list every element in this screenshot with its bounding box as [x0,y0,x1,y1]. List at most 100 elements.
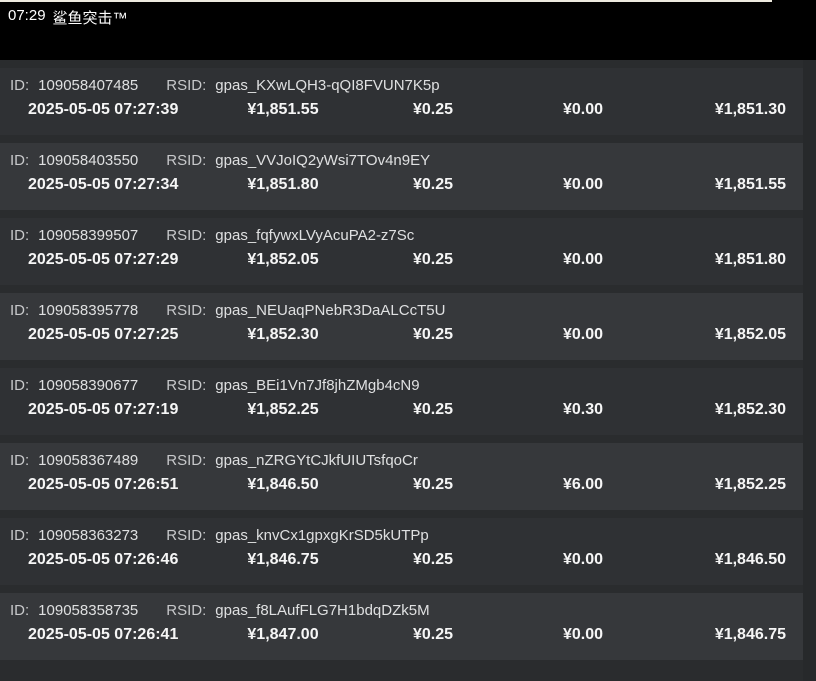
scrollbar-track[interactable] [803,60,816,681]
rsid-value: gpas_nZRGYtCJkfUIUTsfqoCr [215,452,418,469]
rsid-label: RSID: [166,227,207,244]
transaction-id: 109058363273 [38,527,139,544]
balance-value: ¥1,852.25 [714,476,786,493]
pre-balance-value: ¥1,852.05 [247,251,319,268]
balance-value: ¥1,846.50 [714,551,786,568]
transaction-row-line2: 2025-05-05 07:26:51 ¥1,846.50 ¥0.25 ¥6.0… [0,476,803,494]
id-label: ID: [10,452,30,469]
transaction-row-line1: ID: 109058390677 RSID: gpas_BEi1Vn7Jf8jh… [0,377,803,394]
transaction-row-line2: 2025-05-05 07:27:19 ¥1,852.25 ¥0.25 ¥0.3… [0,401,803,419]
balance-value: ¥1,851.55 [714,176,786,193]
transaction-id: 109058395778 [38,302,139,319]
win-amount: ¥0.00 [562,626,604,643]
transaction-row-line1: ID: 109058367489 RSID: gpas_nZRGYtCJkfUI… [0,452,803,469]
pre-balance-value: ¥1,847.00 [247,626,319,643]
rsid-value: gpas_KXwLQH3-qQI8FVUN7K5p [215,77,440,94]
header-title: 07:29 鲨鱼突击™ [8,7,128,28]
rsid-value: gpas_VVJoIQ2yWsi7TOv4n9EY [215,152,431,169]
transaction-row[interactable]: ID: 109058407485 RSID: gpas_KXwLQH3-qQI8… [0,68,803,135]
rsid-label: RSID: [166,302,207,319]
transaction-id: 109058399507 [38,227,139,244]
bet-amount: ¥0.25 [412,401,454,418]
transaction-row-line1: ID: 109058399507 RSID: gpas_fqfywxLVyAcu… [0,227,803,244]
transaction-id: 109058367489 [38,452,139,469]
transaction-datetime: 2025-05-05 07:26:46 [28,551,179,568]
transaction-row[interactable]: ID: 109058358735 RSID: gpas_f8LAufFLG7H1… [0,593,803,660]
rsid-value: gpas_knvCx1gpxgKrSD5kUTPp [215,527,429,544]
balance-value: ¥1,852.30 [714,401,786,418]
rsid-label: RSID: [166,602,207,619]
transaction-row-line1: ID: 109058403550 RSID: gpas_VVJoIQ2yWsi7… [0,152,803,169]
balance-value: ¥1,851.80 [714,251,786,268]
pre-balance-value: ¥1,852.25 [247,401,319,418]
rsid-value: gpas_BEi1Vn7Jf8jhZMgb4cN9 [215,377,420,394]
pre-balance-value: ¥1,852.30 [247,326,319,343]
win-amount: ¥0.30 [562,401,604,418]
rsid-value: gpas_f8LAufFLG7H1bdqDZk5M [215,602,430,619]
bet-amount: ¥0.25 [412,101,454,118]
transaction-row-line2: 2025-05-05 07:26:41 ¥1,847.00 ¥0.25 ¥0.0… [0,626,803,644]
header-time: 07:29 [8,7,46,24]
transaction-datetime: 2025-05-05 07:27:34 [28,176,179,193]
rsid-label: RSID: [166,152,207,169]
rsid-label: RSID: [166,377,207,394]
transaction-datetime: 2025-05-05 07:27:19 [28,401,179,418]
transaction-row-line1: ID: 109058358735 RSID: gpas_f8LAufFLG7H1… [0,602,803,619]
win-amount: ¥0.00 [562,551,604,568]
bet-amount: ¥0.25 [412,251,454,268]
transaction-row-line1: ID: 109058395778 RSID: gpas_NEUaqPNebR3D… [0,302,803,319]
rsid-value: gpas_NEUaqPNebR3DaALCcT5U [215,302,446,319]
bet-amount: ¥0.25 [412,626,454,643]
bet-amount: ¥0.25 [412,326,454,343]
rsid-label: RSID: [166,527,207,544]
transaction-datetime: 2025-05-05 07:26:51 [28,476,179,493]
win-amount: ¥0.00 [562,251,604,268]
top-divider [0,0,772,2]
id-label: ID: [10,152,30,169]
transaction-id: 109058358735 [38,602,139,619]
transaction-id: 109058403550 [38,152,139,169]
bet-amount: ¥0.25 [412,551,454,568]
bet-amount: ¥0.25 [412,176,454,193]
win-amount: ¥0.00 [562,176,604,193]
transaction-id: 109058407485 [38,77,139,94]
bet-amount: ¥0.25 [412,476,454,493]
transaction-row[interactable]: ID: 109058367489 RSID: gpas_nZRGYtCJkfUI… [0,443,803,510]
id-label: ID: [10,602,30,619]
transaction-row[interactable]: ID: 109058399507 RSID: gpas_fqfywxLVyAcu… [0,218,803,285]
balance-value: ¥1,852.05 [714,326,786,343]
pre-balance-value: ¥1,851.80 [247,176,319,193]
pre-balance-value: ¥1,851.55 [247,101,319,118]
transaction-row[interactable]: ID: 109058403550 RSID: gpas_VVJoIQ2yWsi7… [0,143,803,210]
header-bar: 07:29 鲨鱼突击™ [0,0,816,60]
transaction-row-line2: 2025-05-05 07:27:34 ¥1,851.80 ¥0.25 ¥0.0… [0,176,803,194]
transaction-datetime: 2025-05-05 07:27:29 [28,251,179,268]
transaction-row[interactable]: ID: 109058363273 RSID: gpas_knvCx1gpxgKr… [0,518,803,585]
transaction-list[interactable]: ID: 109058407485 RSID: gpas_KXwLQH3-qQI8… [0,60,816,681]
pre-balance-value: ¥1,846.75 [247,551,319,568]
header-game-title: 鲨鱼突击™ [52,10,128,27]
win-amount: ¥6.00 [562,476,604,493]
transaction-row-line2: 2025-05-05 07:26:46 ¥1,846.75 ¥0.25 ¥0.0… [0,551,803,569]
transaction-row-line1: ID: 109058363273 RSID: gpas_knvCx1gpxgKr… [0,527,803,544]
transaction-id: 109058390677 [38,377,139,394]
id-label: ID: [10,527,30,544]
transaction-row[interactable]: ID: 109058390677 RSID: gpas_BEi1Vn7Jf8jh… [0,368,803,435]
transaction-datetime: 2025-05-05 07:26:41 [28,626,179,643]
id-label: ID: [10,227,30,244]
id-label: ID: [10,302,30,319]
rsid-label: RSID: [166,452,207,469]
transaction-row-line2: 2025-05-05 07:27:39 ¥1,851.55 ¥0.25 ¥0.0… [0,101,803,119]
balance-value: ¥1,846.75 [714,626,786,643]
win-amount: ¥0.00 [562,326,604,343]
transaction-row[interactable]: ID: 109058395778 RSID: gpas_NEUaqPNebR3D… [0,293,803,360]
pre-balance-value: ¥1,846.50 [247,476,319,493]
id-label: ID: [10,377,30,394]
rsid-value: gpas_fqfywxLVyAcuPA2-z7Sc [215,227,415,244]
rsid-label: RSID: [166,77,207,94]
win-amount: ¥0.00 [562,101,604,118]
transaction-row-line1: ID: 109058407485 RSID: gpas_KXwLQH3-qQI8… [0,77,803,94]
transaction-datetime: 2025-05-05 07:27:25 [28,326,179,343]
transaction-row-line2: 2025-05-05 07:27:25 ¥1,852.30 ¥0.25 ¥0.0… [0,326,803,344]
